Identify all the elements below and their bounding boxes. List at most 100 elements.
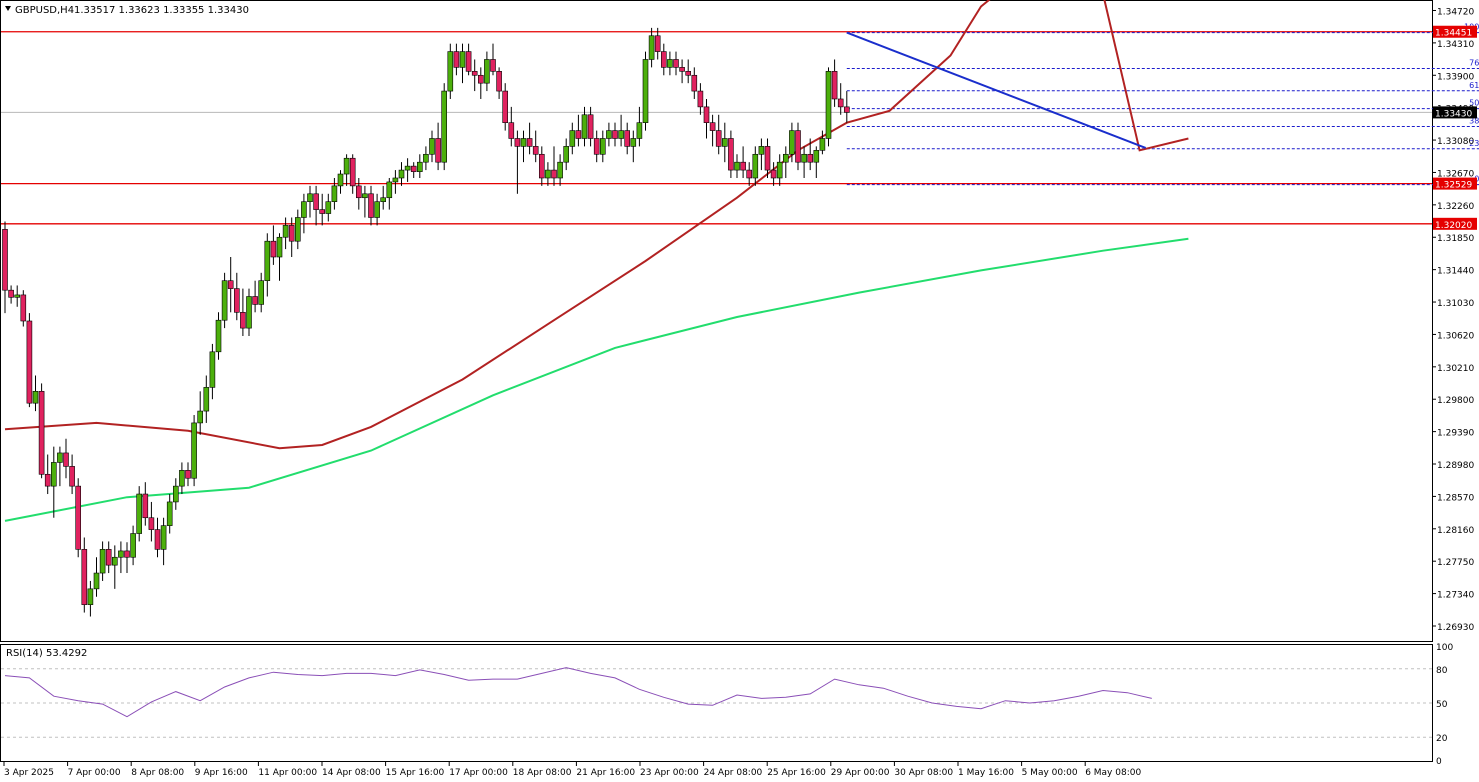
candle-body <box>734 161 740 171</box>
candle-body <box>276 236 283 258</box>
candle-body <box>721 138 728 147</box>
candle <box>87 580 94 617</box>
candle <box>234 272 240 321</box>
price-tick-label: 1.29800 <box>1437 396 1474 406</box>
candle-body <box>447 51 454 92</box>
candle-body <box>520 138 527 147</box>
candle-body <box>392 177 399 183</box>
candle <box>75 478 81 558</box>
rsi-tick-label: 20 <box>1436 734 1448 744</box>
candle-body <box>355 185 362 199</box>
rsi-levels <box>1 668 1432 738</box>
candle-body <box>496 71 502 92</box>
candle-body <box>234 288 240 313</box>
candle <box>270 225 277 265</box>
candle-body <box>87 588 94 605</box>
support-resistance-lines[interactable] <box>1 31 1432 225</box>
candle-body <box>441 90 448 163</box>
candle <box>667 51 673 76</box>
candle-body <box>301 201 307 218</box>
time-tick-label: 23 Apr 00:00 <box>640 768 699 778</box>
candle <box>380 185 387 210</box>
price-axis[interactable]: 1.347201.343101.339001.334901.330801.326… <box>1432 7 1474 633</box>
candle <box>532 130 539 163</box>
candle <box>26 313 33 408</box>
candle <box>685 59 692 84</box>
candle-body <box>142 493 149 519</box>
candle-body <box>551 169 557 179</box>
price-tag-text: 1.32529 <box>1435 181 1472 191</box>
candle-body <box>618 130 624 139</box>
candle-body <box>831 71 838 100</box>
candle-body <box>185 470 191 479</box>
candle <box>2 221 8 314</box>
candle <box>386 177 393 210</box>
rsi-tick-label: 0 <box>1436 757 1442 767</box>
candle <box>459 43 466 84</box>
candle-body <box>459 51 466 68</box>
candle-body <box>557 161 563 179</box>
time-tick-label: 14 Apr 08:00 <box>322 768 381 778</box>
price-tick-label: 1.32670 <box>1437 169 1474 179</box>
candle <box>20 290 27 327</box>
candle <box>215 312 222 360</box>
price-tag-bg <box>1433 217 1477 230</box>
candle-body <box>105 549 112 566</box>
collapse-triangle-icon[interactable] <box>5 6 11 11</box>
candle-body <box>166 501 173 526</box>
candle-body <box>331 185 338 202</box>
candle <box>660 43 667 76</box>
candle <box>606 122 612 147</box>
rsi-panel: RSI(14) 53.4292 100 80 50 20 0 <box>1 643 1453 767</box>
candle-body <box>136 493 142 534</box>
candle-body <box>667 59 673 68</box>
time-tick-label: 6 May 08:00 <box>1085 768 1141 778</box>
candle <box>813 146 820 178</box>
candle-body <box>93 572 100 590</box>
candle <box>282 217 289 250</box>
candle-body <box>148 517 155 530</box>
candle-body <box>575 130 582 139</box>
time-tick-label: 24 Apr 08:00 <box>704 768 763 778</box>
candle <box>227 257 234 313</box>
candle <box>252 280 258 313</box>
candle <box>569 122 576 155</box>
candle <box>703 98 710 139</box>
candle <box>648 27 655 68</box>
time-tick-label: 9 Apr 16:00 <box>195 768 248 778</box>
candle <box>819 130 826 155</box>
candle-body <box>227 280 234 289</box>
bearish-trendline[interactable] <box>846 31 1147 149</box>
candle <box>32 375 39 412</box>
candle-body <box>410 165 417 172</box>
candle <box>160 517 167 566</box>
candle <box>599 130 606 163</box>
candle <box>8 285 14 304</box>
candle <box>423 146 429 171</box>
candle <box>721 122 728 163</box>
price-tick-label: 1.31030 <box>1437 299 1474 309</box>
candle <box>435 122 441 171</box>
candle-body <box>581 114 588 139</box>
candle <box>349 154 356 194</box>
candle-body <box>26 320 33 404</box>
candle <box>795 122 801 171</box>
candlestick-series <box>2 27 850 617</box>
trendline[interactable] <box>846 31 1147 149</box>
candle <box>105 541 112 574</box>
rsi-tick-label: 50 <box>1436 700 1448 710</box>
candle-body <box>758 146 765 155</box>
candle-body <box>270 240 277 258</box>
candle-body <box>746 169 753 179</box>
candle-body <box>118 550 124 558</box>
candle <box>612 122 618 147</box>
candle <box>410 162 417 178</box>
price-tag-text: 1.32020 <box>1435 221 1472 231</box>
time-tick-label: 3 Apr 2025 <box>4 768 54 778</box>
current-price-tag-text: 1.33430 <box>1435 109 1472 119</box>
rsi-title: RSI(14) 53.4292 <box>6 648 87 659</box>
price-tick-label: 1.33900 <box>1437 72 1474 82</box>
candle <box>258 272 265 313</box>
candle-body <box>685 71 692 76</box>
